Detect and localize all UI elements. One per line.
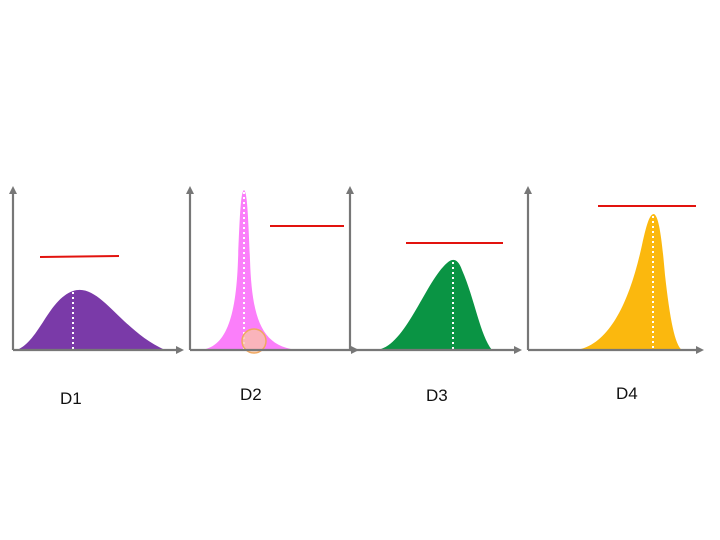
reference-line-d1: [39, 255, 120, 258]
panel-d4: [524, 186, 704, 354]
highlight-circle-d2: [241, 328, 267, 354]
panel-d3: [346, 186, 522, 354]
panel-label-d4: D4: [616, 384, 638, 403]
panel-d2: [186, 186, 359, 354]
distribution-curve-d4: [576, 214, 682, 350]
distribution-curve-d3: [376, 259, 492, 350]
panel-label-d3: D3: [426, 386, 448, 405]
panel-label-d2: D2: [240, 385, 262, 404]
panel-d1: [9, 186, 184, 354]
panel-label-d1: D1: [60, 389, 82, 408]
distribution-curve-d1: [17, 289, 165, 350]
distribution-curve-d2: [200, 190, 300, 350]
